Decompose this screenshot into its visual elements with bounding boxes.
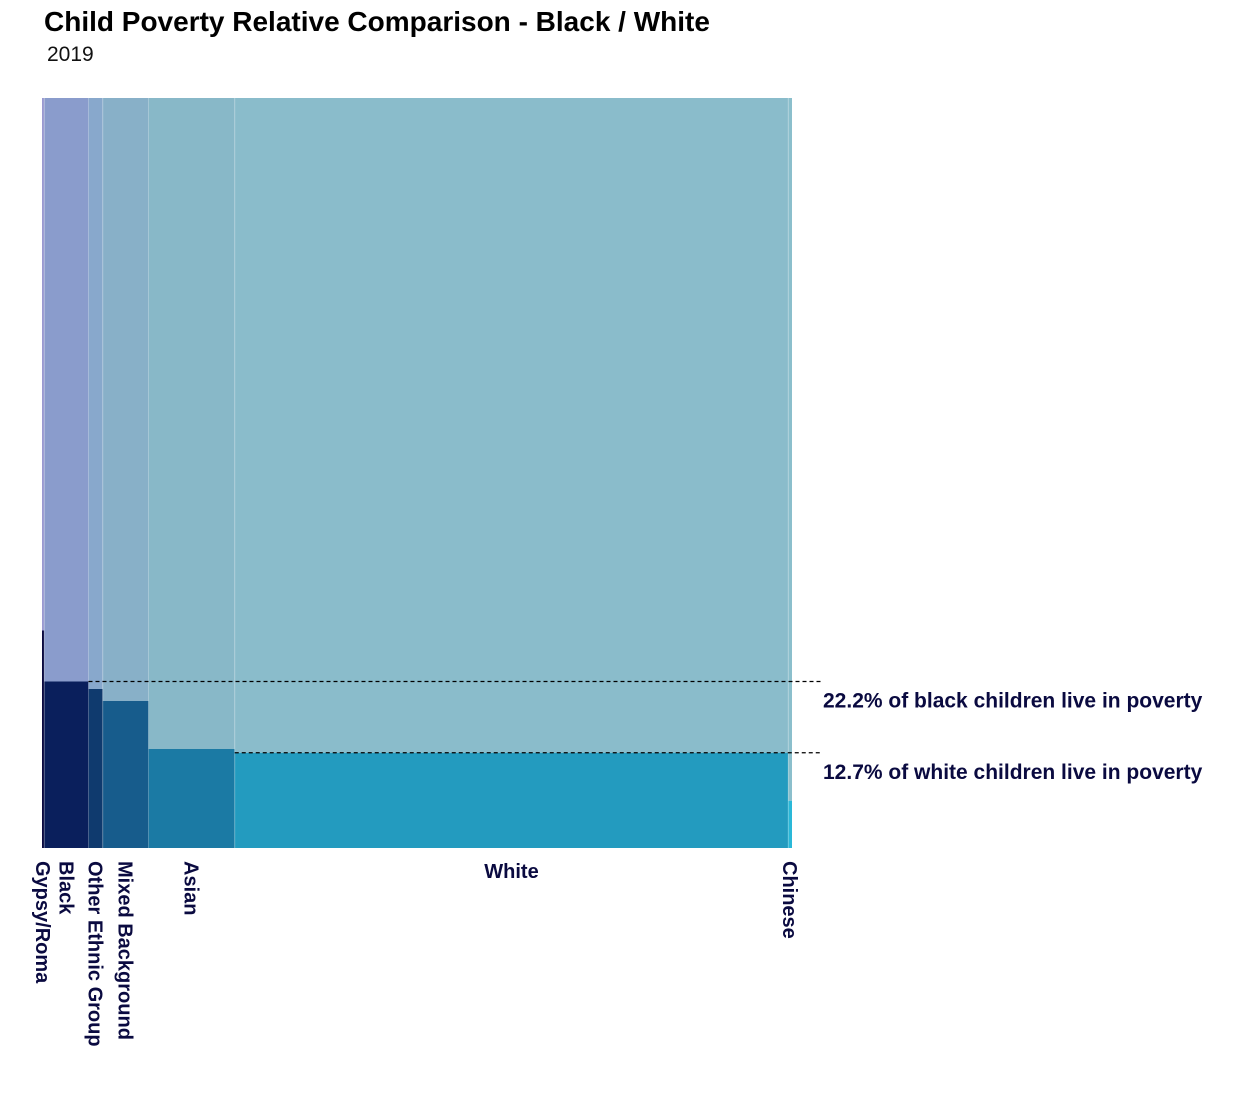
bar-poverty-6 (788, 800, 792, 848)
tick-label: Gypsy/Roma (31, 861, 53, 984)
bar-rest-5 (234, 98, 789, 753)
tick-label: Mixed Background (114, 861, 136, 1040)
bar-poverty-5 (234, 752, 789, 848)
bar-rest-0 (42, 98, 45, 631)
tick-label: Chinese (778, 861, 800, 939)
annotation-label: 12.7% of white children live in poverty (823, 761, 1203, 784)
tick-label: White (484, 861, 538, 883)
bar-poverty-1 (44, 681, 89, 848)
bar-rest-3 (102, 98, 149, 701)
bar-rest-6 (788, 98, 792, 801)
bar-poverty-0 (42, 630, 45, 848)
chart-subtitle: 2019 (47, 43, 94, 66)
bar-poverty-4 (148, 749, 235, 848)
bar-poverty-3 (102, 701, 149, 848)
tick-label: Asian (180, 861, 202, 915)
bar-poverty-2 (88, 689, 103, 848)
bar-rest-2 (88, 98, 103, 689)
bar-rest-4 (148, 98, 235, 749)
annotation-label: 22.2% of black children live in poverty (823, 690, 1203, 713)
bar-rest-1 (44, 98, 89, 682)
tick-label: Other Ethnic Group (84, 861, 106, 1047)
chart-title: Child Poverty Relative Comparison - Blac… (44, 6, 710, 37)
tick-label: Black (54, 861, 76, 915)
